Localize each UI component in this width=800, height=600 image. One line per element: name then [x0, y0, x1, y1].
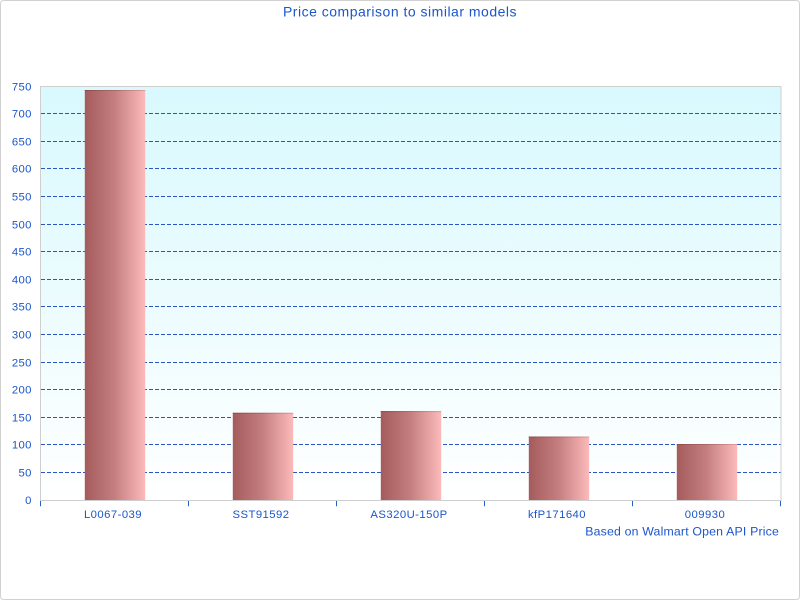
svg-text:50: 50: [19, 467, 32, 479]
svg-text:750: 750: [12, 81, 32, 93]
svg-text:700: 700: [12, 108, 32, 120]
svg-text:009930: 009930: [685, 509, 725, 521]
svg-text:400: 400: [12, 274, 32, 286]
svg-text:SST91592: SST91592: [233, 509, 290, 521]
svg-text:0: 0: [25, 495, 32, 507]
svg-text:AS320U-150P: AS320U-150P: [370, 509, 447, 521]
svg-text:200: 200: [12, 384, 32, 396]
svg-text:650: 650: [12, 136, 32, 148]
svg-text:kfP171640: kfP171640: [528, 509, 586, 521]
svg-text:L0067-039: L0067-039: [84, 509, 142, 521]
svg-text:250: 250: [12, 357, 32, 369]
svg-text:100: 100: [12, 439, 32, 451]
svg-text:600: 600: [12, 163, 32, 175]
svg-text:Based on Walmart Open API Pric: Based on Walmart Open API Price: [585, 524, 779, 538]
svg-text:450: 450: [12, 246, 32, 258]
svg-text:550: 550: [12, 191, 32, 203]
svg-text:150: 150: [12, 412, 32, 424]
svg-text:Price comparison to similar mo: Price comparison to similar models: [283, 4, 517, 20]
svg-text:500: 500: [12, 219, 32, 231]
svg-text:350: 350: [12, 301, 32, 313]
svg-text:300: 300: [12, 329, 32, 341]
